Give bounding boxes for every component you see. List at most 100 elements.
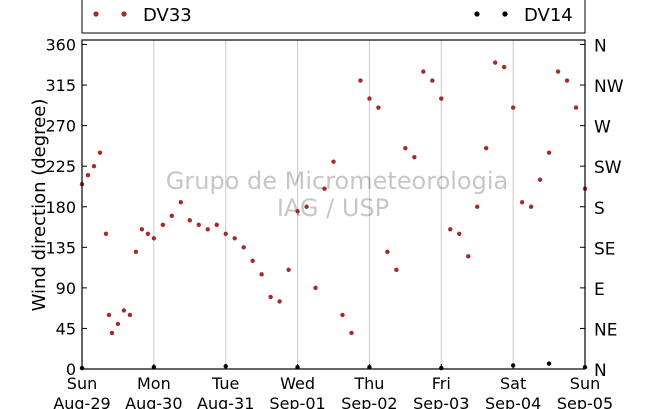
dv33-point	[510, 105, 516, 110]
x-tick-day: Wed	[280, 374, 315, 393]
x-tick-date: Sep-01	[269, 394, 325, 409]
dv33-point	[91, 163, 97, 169]
dv33-point	[178, 200, 184, 205]
dv33-point	[501, 64, 507, 70]
dv33-point	[483, 145, 489, 151]
dv33-point	[528, 204, 534, 209]
compass-tick-label: NE	[594, 320, 617, 340]
legend-marker-dv14-b	[502, 11, 508, 17]
compass-tick-label: W	[594, 118, 611, 138]
y-tick-label: 270	[45, 117, 76, 136]
dv33-point	[295, 209, 300, 214]
dv33-point	[448, 227, 453, 232]
y-tick-label: 225	[45, 157, 76, 176]
dv33-point	[340, 312, 345, 318]
legend-marker-dv14-a	[474, 11, 480, 17]
x-tick-date: Aug-30	[125, 394, 182, 409]
grid-lines	[153, 40, 514, 369]
y-tick-label: 90	[56, 279, 76, 298]
dv33-point	[421, 69, 426, 74]
dv33-point	[268, 294, 273, 300]
dv33-point	[430, 78, 435, 83]
legend-label-dv14: DV14	[524, 5, 573, 26]
dv33-point	[349, 330, 354, 336]
data-points	[79, 60, 588, 371]
y-axis-label: Wind direction (degree)	[29, 99, 50, 312]
dv14-point	[546, 361, 552, 366]
dv33-point	[457, 231, 462, 236]
dv33-point	[133, 249, 139, 255]
dv33-point	[145, 231, 151, 236]
dv33-point	[573, 105, 579, 110]
legend-frame	[81, 0, 586, 34]
x-tick-date: Aug-31	[197, 394, 254, 409]
legend: DV33 DV14	[81, 0, 586, 34]
dv33-point	[187, 218, 192, 223]
dv33-point	[277, 299, 282, 304]
x-tick-date: Sep-03	[413, 394, 469, 409]
legend-marker-dv33-b	[121, 11, 127, 17]
legend-marker-dv33-a	[93, 11, 99, 17]
dv33-point	[313, 285, 318, 291]
dv33-point	[286, 267, 291, 273]
dv33-point	[232, 236, 237, 241]
watermark-line-2: IAG / USP	[277, 194, 389, 222]
dv33-point	[259, 272, 264, 277]
dv33-point	[205, 227, 210, 232]
compass-tick-label: SE	[594, 239, 616, 259]
x-tick-day: Sun	[67, 374, 97, 393]
dv33-point	[169, 213, 175, 218]
y-axis-ticks: 0 45 90 135 180 225 270 315 360	[45, 36, 87, 379]
x-tick-day: Sun	[570, 374, 600, 393]
dv33-point	[241, 245, 246, 250]
dv33-point	[115, 321, 121, 327]
dv33-point	[160, 222, 166, 227]
dv33-point	[304, 204, 309, 209]
dv33-point	[385, 249, 390, 255]
dv33-point	[358, 78, 363, 83]
compass-tick-label: N	[594, 361, 607, 381]
dv33-point	[139, 227, 145, 232]
compass-tick-label: SW	[594, 158, 622, 178]
dv33-point	[376, 105, 381, 110]
compass-tick-label: E	[594, 280, 605, 300]
dv33-point	[367, 96, 372, 101]
dv33-point	[537, 177, 543, 182]
dv33-point	[439, 96, 444, 101]
y-tick-label: 360	[45, 36, 76, 55]
dv33-point	[196, 222, 201, 227]
dv33-point	[403, 145, 408, 151]
y-tick-label: 45	[56, 319, 76, 338]
dv33-point	[121, 308, 127, 313]
dv33-point	[331, 159, 336, 164]
x-tick-date: Sep-02	[341, 394, 397, 409]
dv33-point	[466, 254, 471, 259]
dv33-point	[106, 312, 112, 318]
dv33-point	[151, 236, 157, 241]
dv33-point	[223, 231, 228, 236]
x-tick-day: Sat	[500, 374, 526, 393]
x-tick-day: Mon	[137, 374, 171, 393]
x-tick-day: Tue	[211, 374, 239, 393]
x-axis-ticks: SunAug-29MonAug-30TueAug-31WedSep-01ThuS…	[53, 364, 613, 409]
dv33-point	[103, 231, 109, 236]
compass-tick-label: N	[594, 37, 607, 57]
dv33-point	[564, 78, 570, 83]
legend-label-dv33: DV33	[143, 5, 192, 26]
dv33-point	[97, 150, 103, 155]
x-tick-date: Sep-05	[557, 394, 613, 409]
watermark-line-1: Grupo de Micrometeorologia	[166, 167, 508, 195]
watermark: Grupo de Micrometeorologia IAG / USP	[166, 167, 508, 222]
compass-tick-label: S	[594, 199, 605, 219]
dv33-point	[546, 150, 552, 155]
dv33-point	[109, 330, 115, 336]
dv33-point	[492, 60, 498, 65]
x-tick-date: Sep-04	[485, 394, 541, 409]
dv33-point	[394, 267, 399, 273]
compass-tick-label: NW	[594, 77, 624, 97]
x-tick-date: Aug-29	[53, 394, 110, 409]
dv33-point	[412, 154, 417, 160]
dv33-point	[322, 186, 327, 191]
